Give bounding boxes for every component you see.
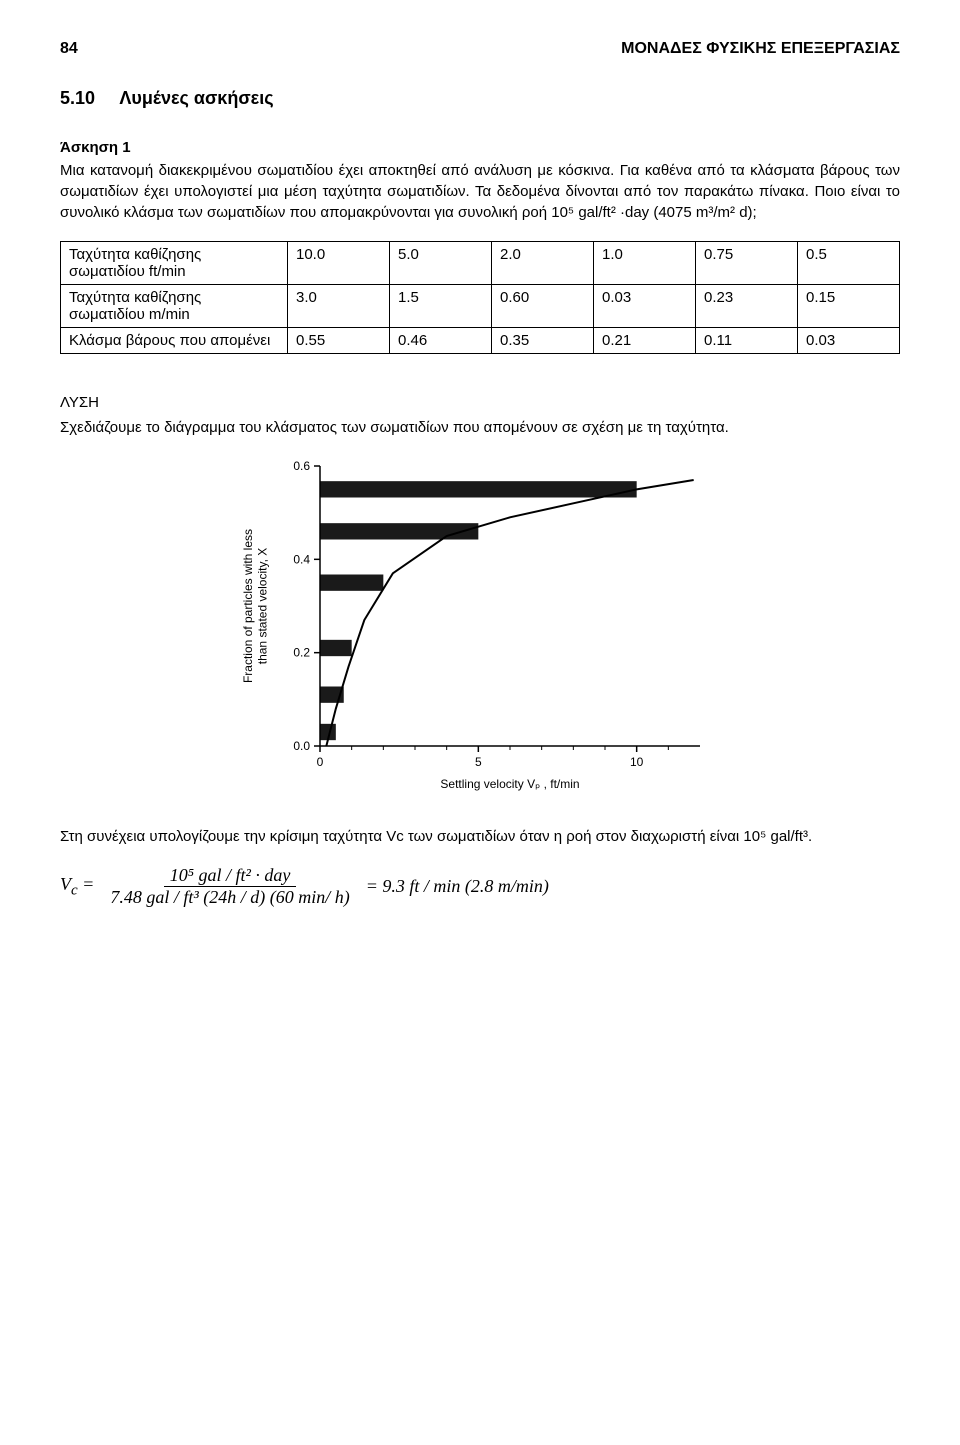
svg-text:Settling velocity Vₚ , ft/min: Settling velocity Vₚ , ft/min	[440, 777, 579, 791]
cell: 0.21	[594, 328, 696, 354]
section-name: Λυμένες ασκήσεις	[119, 88, 273, 108]
cell: 0.11	[696, 328, 798, 354]
cell: 5.0	[390, 242, 492, 285]
vc-formula: Vc = 10⁵ gal / ft² · day 7.48 gal / ft³ …	[60, 865, 900, 908]
svg-text:0.6: 0.6	[293, 459, 310, 473]
cell: 0.15	[798, 285, 900, 328]
cell: 0.75	[696, 242, 798, 285]
cell: 1.5	[390, 285, 492, 328]
data-table: Ταχύτητα καθίζησης σωματιδίου ft/min10.0…	[60, 241, 900, 354]
cell: 0.46	[390, 328, 492, 354]
exercise-body: Μια κατανομή διακεκριμένου σωματιδίου έχ…	[60, 160, 900, 223]
table-row: Ταχύτητα καθίζησης σωματιδίου ft/min10.0…	[61, 242, 900, 285]
svg-text:0: 0	[317, 755, 324, 769]
table-row: Κλάσμα βάρους που απομένει0.550.460.350.…	[61, 328, 900, 354]
cell: 0.55	[288, 328, 390, 354]
chart-container: 0.0 0.2 0.4 0.6 0 5 10 Settling velocity Vₚ , f…	[60, 456, 900, 796]
page-number: 84	[60, 40, 78, 58]
solution-para1: Σχεδιάζουμε το διάγραμμα του κλάσματος τ…	[60, 417, 900, 438]
exercise-label: Άσκηση 1	[60, 139, 900, 156]
cell: 1.0	[594, 242, 696, 285]
cell: 3.0	[288, 285, 390, 328]
table-row: Ταχύτητα καθίζησης σωματιδίου m/min3.01.…	[61, 285, 900, 328]
solution-heading: ΛΥΣΗ	[60, 394, 900, 411]
formula-lhs: Vc =	[60, 874, 94, 900]
cell: 0.60	[492, 285, 594, 328]
running-title: ΜΟΝΑΔΕΣ ΦΥΣΙΚΗΣ ΕΠΕΞΕΡΓΑΣΙΑΣ	[621, 40, 900, 58]
svg-text:0.2: 0.2	[293, 646, 310, 660]
svg-text:0.4: 0.4	[293, 552, 310, 566]
section-title: 5.10 Λυμένες ασκήσεις	[60, 88, 900, 109]
svg-text:Fraction of particles with les: Fraction of particles with lessthan stat…	[241, 529, 269, 683]
formula-numerator: 10⁵ gal / ft² · day	[164, 865, 297, 887]
section-number: 5.10	[60, 88, 95, 108]
formula-rhs: = 9.3 ft / min (2.8 m/min)	[366, 876, 549, 897]
svg-text:10: 10	[630, 755, 644, 769]
row-label: Ταχύτητα καθίζησης σωματιδίου m/min	[61, 285, 288, 328]
cell: 0.03	[594, 285, 696, 328]
cell: 0.23	[696, 285, 798, 328]
cell: 2.0	[492, 242, 594, 285]
svg-text:0.0: 0.0	[293, 739, 310, 753]
row-label: Ταχύτητα καθίζησης σωματιδίου ft/min	[61, 242, 288, 285]
page-header: 84 ΜΟΝΑΔΕΣ ΦΥΣΙΚΗΣ ΕΠΕΞΕΡΓΑΣΙΑΣ	[60, 40, 900, 58]
settling-velocity-chart: 0.0 0.2 0.4 0.6 0 5 10 Settling velocity Vₚ , f…	[240, 456, 720, 796]
cell: 0.5	[798, 242, 900, 285]
row-label: Κλάσμα βάρους που απομένει	[61, 328, 288, 354]
svg-text:5: 5	[475, 755, 482, 769]
solution-para2: Στη συνέχεια υπολογίζουμε την κρίσιμη τα…	[60, 826, 900, 847]
formula-fraction: 10⁵ gal / ft² · day 7.48 gal / ft³ (24h …	[104, 865, 355, 908]
cell: 10.0	[288, 242, 390, 285]
formula-denominator: 7.48 gal / ft³ (24h / d) (60 min/ h)	[104, 887, 355, 908]
cell: 0.35	[492, 328, 594, 354]
cell: 0.03	[798, 328, 900, 354]
